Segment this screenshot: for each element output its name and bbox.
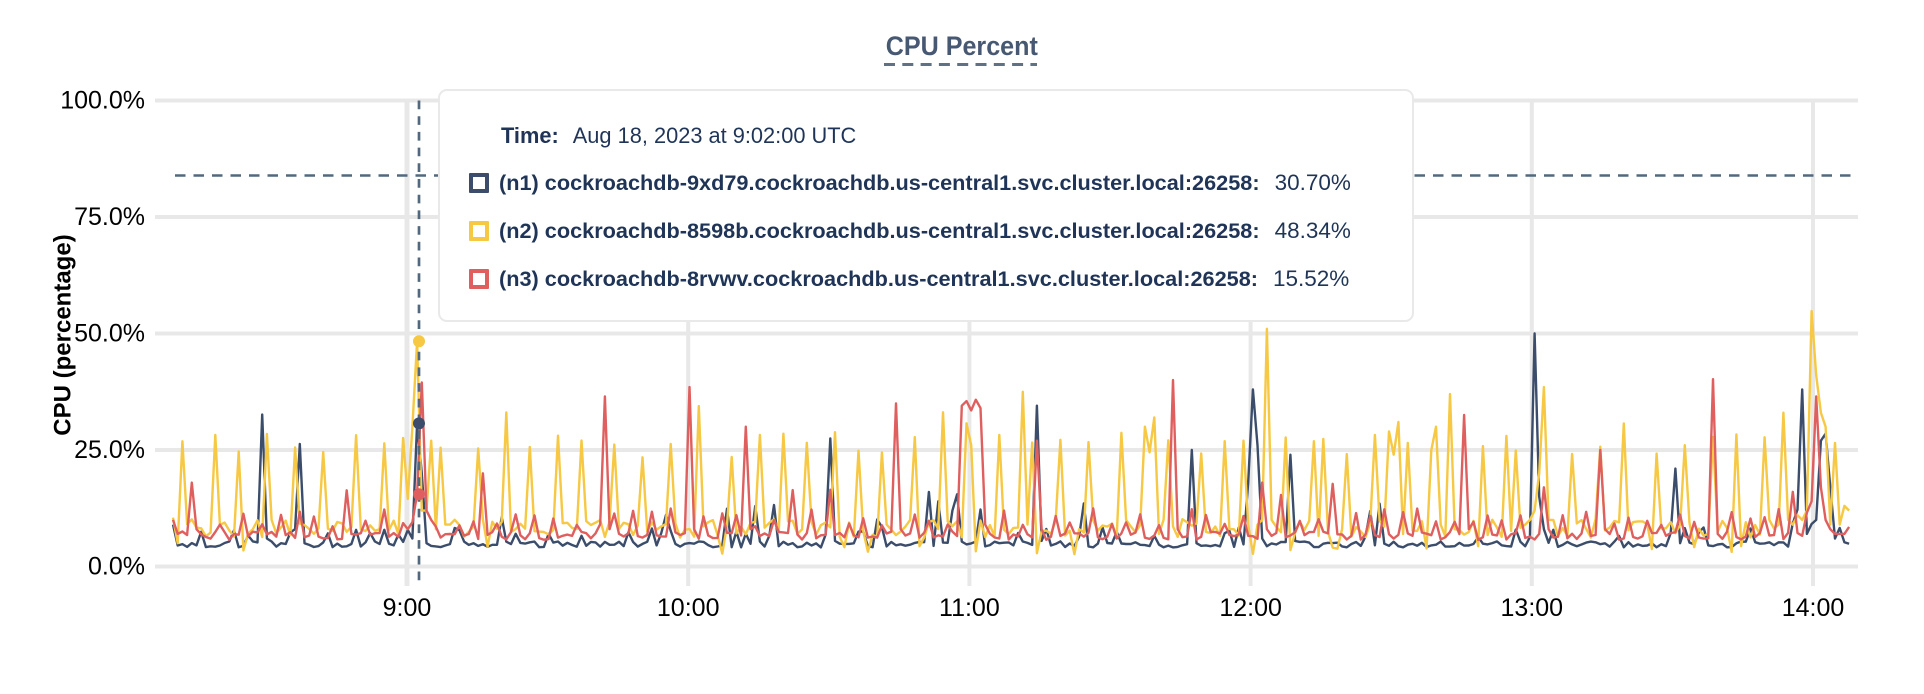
svg-text:12:00: 12:00 — [1219, 594, 1282, 622]
svg-text:0.0%: 0.0% — [88, 553, 145, 581]
svg-text:14:00: 14:00 — [1782, 594, 1845, 622]
svg-text:CPU (percentage): CPU (percentage) — [50, 234, 77, 435]
svg-text:50.0%: 50.0% — [74, 320, 145, 348]
svg-text:25.0%: 25.0% — [74, 436, 145, 464]
svg-text:13:00: 13:00 — [1501, 594, 1564, 622]
svg-text:75.0%: 75.0% — [74, 203, 145, 231]
svg-text:11:00: 11:00 — [939, 594, 1000, 622]
svg-text:100.0%: 100.0% — [60, 87, 145, 115]
svg-text:10:00: 10:00 — [657, 594, 720, 622]
svg-text:9:00: 9:00 — [383, 594, 432, 622]
